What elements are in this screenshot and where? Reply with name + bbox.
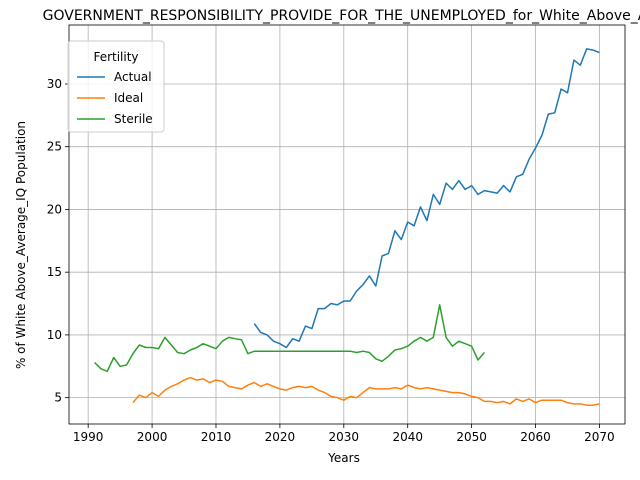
x-tick-label: 2060 (520, 430, 551, 444)
legend-title: Fertility (93, 50, 138, 64)
x-tick-label: 2070 (584, 430, 615, 444)
series-line-actual (253, 48, 600, 349)
series-lines (94, 48, 600, 406)
plot-frame (68, 24, 626, 425)
x-tick-label: 2050 (456, 430, 487, 444)
chart-title: GOVERNMENT_RESPONSIBILITY_PROVIDE_FOR_TH… (43, 8, 640, 24)
legend-label-ideal: Ideal (114, 91, 143, 105)
y-tick-label: 10 (47, 328, 62, 342)
x-tick-label: 2030 (329, 430, 360, 444)
x-tick-label: 1990 (73, 430, 104, 444)
x-tick-label: 2020 (265, 430, 296, 444)
x-axis-label: Years (327, 451, 360, 465)
legend-label-actual: Actual (114, 70, 152, 84)
y-tick-label: 15 (47, 265, 62, 279)
legend-label-sterile: Sterile (114, 112, 153, 126)
y-tick-label: 30 (47, 77, 62, 91)
y-axis-label: % of White Above_Average_IQ Population (14, 121, 28, 369)
axis-ticks: 1990 2000 2010 2020 2030 2040 2050 2060 20705101… (47, 77, 615, 444)
x-tick-label: 2000 (137, 430, 168, 444)
y-tick-label: 20 (47, 202, 62, 216)
y-tick-label: 25 (47, 140, 62, 154)
y-tick-label: 5 (54, 391, 62, 405)
series-line-ideal (132, 376, 600, 406)
grid (69, 25, 625, 424)
series-line-sterile (94, 304, 485, 373)
legend-box (67, 40, 165, 133)
x-tick-label: 2040 (392, 430, 423, 444)
x-tick-label: 2010 (201, 430, 232, 444)
legend: Fertility Actual Ideal Sterile (67, 40, 165, 133)
